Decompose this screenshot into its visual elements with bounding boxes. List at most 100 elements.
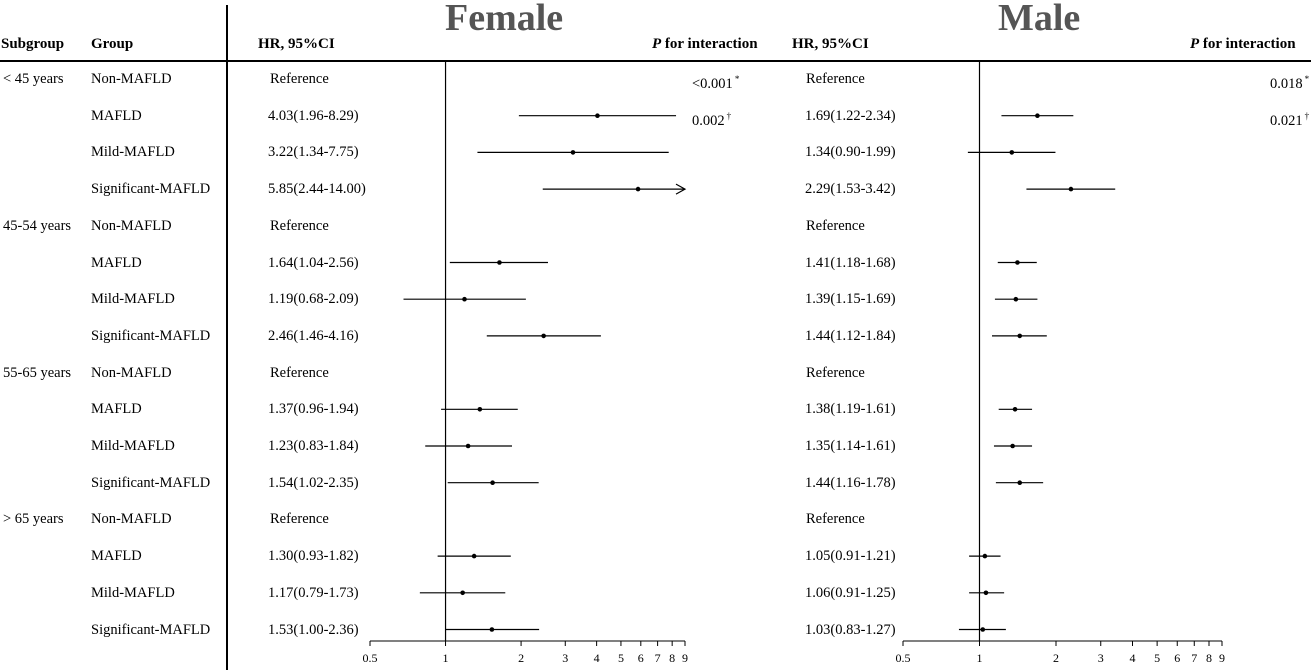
female-p-interaction: <0.001 * xyxy=(692,71,739,92)
male-x-tick-label: 6 xyxy=(1174,651,1180,665)
subgroup-label: > 65 years xyxy=(3,511,64,528)
group-label: MAFLD xyxy=(91,401,142,418)
female-hr-ci-label: Reference xyxy=(270,71,329,87)
group-label: Mild-MAFLD xyxy=(91,584,175,601)
group-label: MAFLD xyxy=(91,107,142,124)
male-hr-ci-label: 1.03(0.83-1.27) xyxy=(805,621,896,638)
male-hr-ci-label: 1.38(1.19-1.61) xyxy=(805,401,896,418)
group-label: Non-MAFLD xyxy=(91,511,172,528)
male-hr-point xyxy=(1012,407,1018,412)
female-hr-header: HR, 95%CI xyxy=(258,36,335,52)
male-x-tick-label: 9 xyxy=(1219,651,1225,665)
female-x-tick-label: 8 xyxy=(669,651,675,665)
female-p-value: <0.001 xyxy=(692,76,733,92)
group-label: Mild-MAFLD xyxy=(91,144,175,161)
male-hr-ci-label: 1.34(0.90-1.99) xyxy=(805,144,896,161)
group-label: Significant-MAFLD xyxy=(91,621,211,638)
group-label: MAFLD xyxy=(91,548,142,565)
female-hr-ci-label: Reference xyxy=(270,364,329,381)
male-hr-ci-label: 1.39(1.15-1.69) xyxy=(805,291,896,308)
group-label: Significant-MAFLD xyxy=(91,181,211,198)
female-ci-arrow xyxy=(675,183,687,195)
female-hr-point xyxy=(635,186,641,192)
female-p-mark: † xyxy=(726,110,732,121)
female-p-mark: * xyxy=(734,74,740,84)
female-hr-ci-label: 3.22(1.34-7.75) xyxy=(268,144,359,161)
male-x-tick-label: 1 xyxy=(977,651,983,665)
male-hr-point xyxy=(983,590,989,596)
male-hr-ci-label: 1.69(1.22-2.34) xyxy=(805,107,896,124)
female-p-rest: for interaction xyxy=(661,36,758,52)
male-x-tick-label: 7 xyxy=(1191,651,1197,665)
female-hr-ci-label: 4.03(1.96-8.29) xyxy=(268,107,359,124)
male-hr-point xyxy=(1009,150,1015,155)
female-p-value: 0.002 xyxy=(692,112,725,129)
subgroup-header: Subgroup xyxy=(1,36,65,52)
group-label: Non-MAFLD xyxy=(91,217,172,234)
male-hr-header: HR, 95%CI xyxy=(792,36,869,52)
male-hr-point xyxy=(1013,296,1019,302)
male-hr-point xyxy=(1017,333,1023,339)
female-hr-point xyxy=(460,590,465,596)
group-label: Non-MAFLD xyxy=(91,71,172,87)
male-p-interaction-header: P for interaction xyxy=(1190,36,1296,52)
female-panel-title: Female xyxy=(445,0,564,39)
male-hr-point xyxy=(980,627,986,632)
female-p-italic: P xyxy=(652,36,662,52)
male-hr-point xyxy=(1068,186,1074,192)
female-hr-point xyxy=(465,443,471,449)
subgroup-label: < 45 years xyxy=(3,71,64,87)
male-x-tick-label: 3 xyxy=(1098,651,1104,665)
male-p-italic: P xyxy=(1190,36,1200,52)
female-hr-ci-label: 1.30(0.93-1.82) xyxy=(268,548,359,565)
female-x-tick-label: 0.5 xyxy=(363,651,378,665)
group-label: Mild-MAFLD xyxy=(91,291,175,308)
male-hr-ci-label: 2.29(1.53-3.42) xyxy=(805,181,896,198)
group-label: Non-MAFLD xyxy=(91,364,172,381)
female-hr-point xyxy=(570,150,576,155)
male-hr-point xyxy=(1015,260,1020,265)
female-hr-ci-label: 2.46(1.46-4.16) xyxy=(268,327,359,344)
female-hr-ci-label: 1.19(0.68-2.09) xyxy=(268,291,359,308)
male-p-mark: † xyxy=(1304,110,1310,121)
female-x-tick-label: 5 xyxy=(618,651,624,665)
female-hr-point xyxy=(595,113,600,118)
female-x-tick-label: 6 xyxy=(638,651,644,665)
female-hr-ci-label: Reference xyxy=(270,511,329,528)
female-x-tick-label: 2 xyxy=(518,651,524,665)
female-p-interaction: 0.002 † xyxy=(692,108,731,129)
male-p-value: 0.021 xyxy=(1270,112,1303,129)
male-hr-ci-label: 1.41(1.18-1.68) xyxy=(805,254,896,271)
female-hr-point xyxy=(477,407,483,412)
female-x-tick-label: 7 xyxy=(655,651,661,665)
female-hr-ci-label: 1.23(0.83-1.84) xyxy=(268,438,359,454)
group-label: MAFLD xyxy=(91,254,142,271)
male-hr-ci-label: Reference xyxy=(806,71,865,87)
female-hr-point xyxy=(490,480,495,486)
female-hr-point xyxy=(471,553,477,559)
male-p-interaction: 0.021 † xyxy=(1270,108,1309,129)
female-hr-point xyxy=(489,627,495,632)
male-hr-ci-label: Reference xyxy=(806,511,865,528)
female-hr-ci-label: Reference xyxy=(270,217,329,234)
female-hr-ci-label: 1.17(0.79-1.73) xyxy=(268,584,359,601)
male-hr-ci-label: 1.44(1.16-1.78) xyxy=(805,474,896,491)
group-header: Group xyxy=(91,36,134,52)
male-x-tick-label: 2 xyxy=(1053,651,1059,665)
subgroup-label: 55-65 years xyxy=(3,364,72,381)
female-x-tick-label: 1 xyxy=(443,651,449,665)
female-p-interaction-header: P for interaction xyxy=(652,36,758,52)
panel-divider xyxy=(226,5,228,670)
female-hr-ci-label: 5.85(2.44-14.00) xyxy=(268,181,366,198)
group-label: Significant-MAFLD xyxy=(91,474,211,491)
group-label: Significant-MAFLD xyxy=(91,327,211,344)
male-hr-ci-label: Reference xyxy=(806,364,865,381)
male-p-mark: * xyxy=(1304,74,1310,84)
subgroup-label: 45-54 years xyxy=(3,217,72,234)
male-hr-ci-label: 1.06(0.91-1.25) xyxy=(805,584,896,601)
female-hr-point xyxy=(541,333,546,339)
male-x-tick-label: 5 xyxy=(1154,651,1160,665)
male-hr-point xyxy=(982,553,988,559)
